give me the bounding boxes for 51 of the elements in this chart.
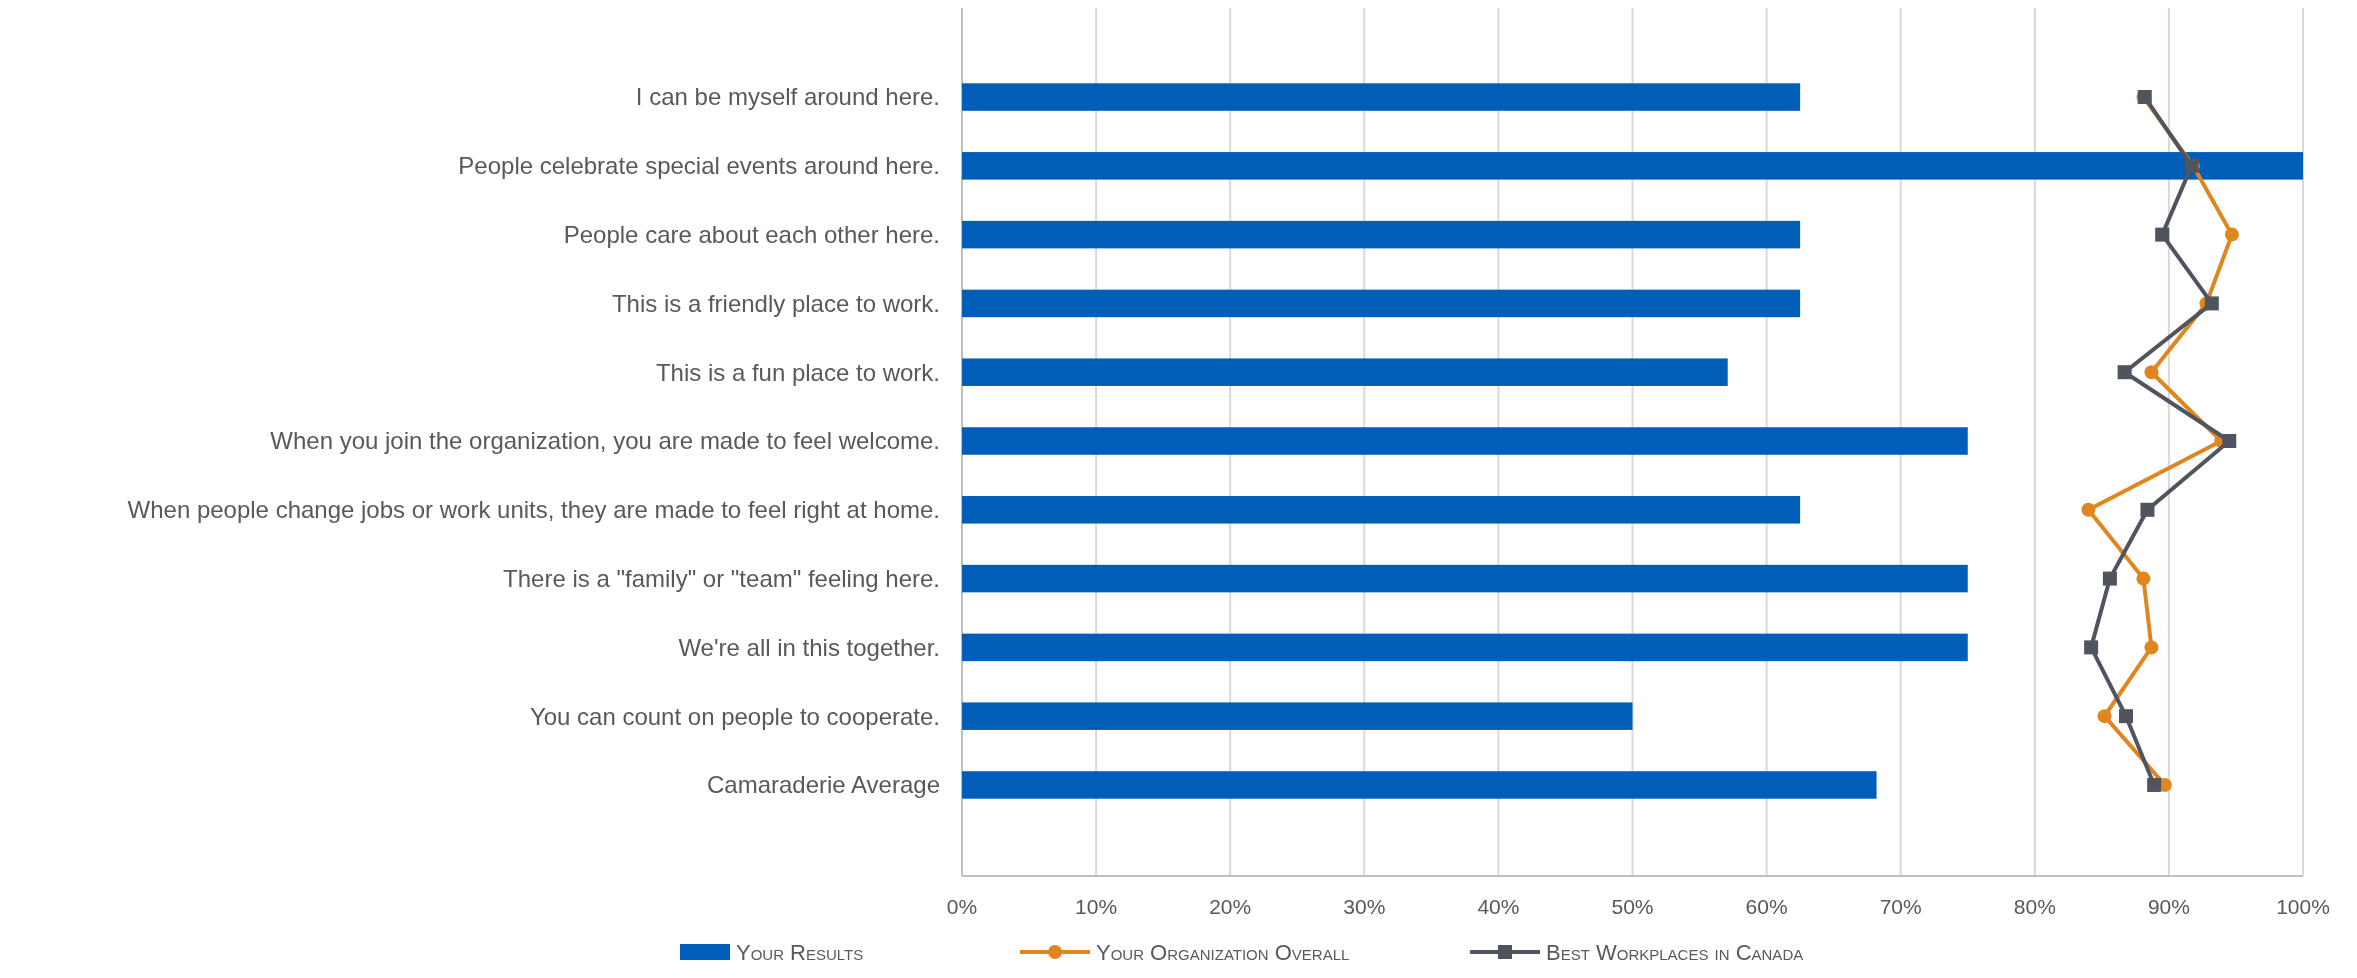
x-tick-label: 10% (1075, 895, 1118, 918)
point (2144, 640, 2159, 655)
point (2155, 227, 2170, 242)
x-tick-label: 20% (1209, 895, 1252, 918)
point (2117, 365, 2132, 380)
x-tick-label: 50% (1611, 895, 1654, 918)
x-tick-label: 60% (1745, 895, 1788, 918)
point (2147, 777, 2162, 792)
y-tick-label: I can be myself around here. (635, 83, 940, 111)
x-tick-label: 100% (2276, 895, 2330, 918)
point (2136, 571, 2151, 586)
x-tick-label: 0% (946, 895, 978, 918)
x-tick-label: 80% (2013, 895, 2056, 918)
point (2204, 296, 2219, 311)
point (2081, 502, 2096, 517)
y-tick-label: This is a friendly place to work. (611, 289, 940, 317)
bar (962, 427, 1968, 455)
point (2118, 709, 2133, 724)
point (2144, 365, 2159, 380)
point (2224, 227, 2239, 242)
y-tick-label: We're all in this together. (678, 633, 940, 661)
legend-label: Best Workplaces in Canada (1546, 939, 1804, 965)
y-tick-label: Camaraderie Average (706, 771, 940, 799)
point (2097, 709, 2112, 724)
y-tick-label: People care about each other here. (563, 221, 940, 249)
y-tick-label: People celebrate special events around here. (458, 152, 940, 180)
point (2102, 571, 2117, 586)
bar (962, 496, 1801, 524)
bar (962, 152, 2303, 180)
x-tick-label: 90% (2147, 895, 2190, 918)
x-tick-label: 40% (1477, 895, 1520, 918)
x-tick-label: 30% (1343, 895, 1386, 918)
bar (962, 83, 1801, 111)
legend-label: Your Organization Overall (1096, 939, 1350, 965)
bar (962, 220, 1801, 249)
y-tick-label: You can count on people to cooperate. (529, 702, 940, 730)
bar (962, 358, 1728, 386)
bar (962, 633, 1968, 662)
bar (962, 771, 1877, 799)
point (2084, 640, 2099, 655)
y-tick-label: There is a "family" or "team" feeling here. (503, 564, 940, 592)
x-tick-label: 70% (1879, 895, 1922, 918)
legend-label: Your Results (736, 939, 864, 965)
bar (962, 702, 1633, 730)
point (2140, 502, 2155, 517)
y-tick-label: This is a fun place to work. (655, 358, 940, 386)
bar (962, 564, 1968, 593)
bar (962, 289, 1801, 318)
point (2222, 434, 2237, 448)
y-tick-label: When people change jobs or work units, they are made to feel right at home. (127, 496, 940, 524)
y-tick-label: When you join the organization, you are made to feel welcome. (270, 427, 940, 455)
